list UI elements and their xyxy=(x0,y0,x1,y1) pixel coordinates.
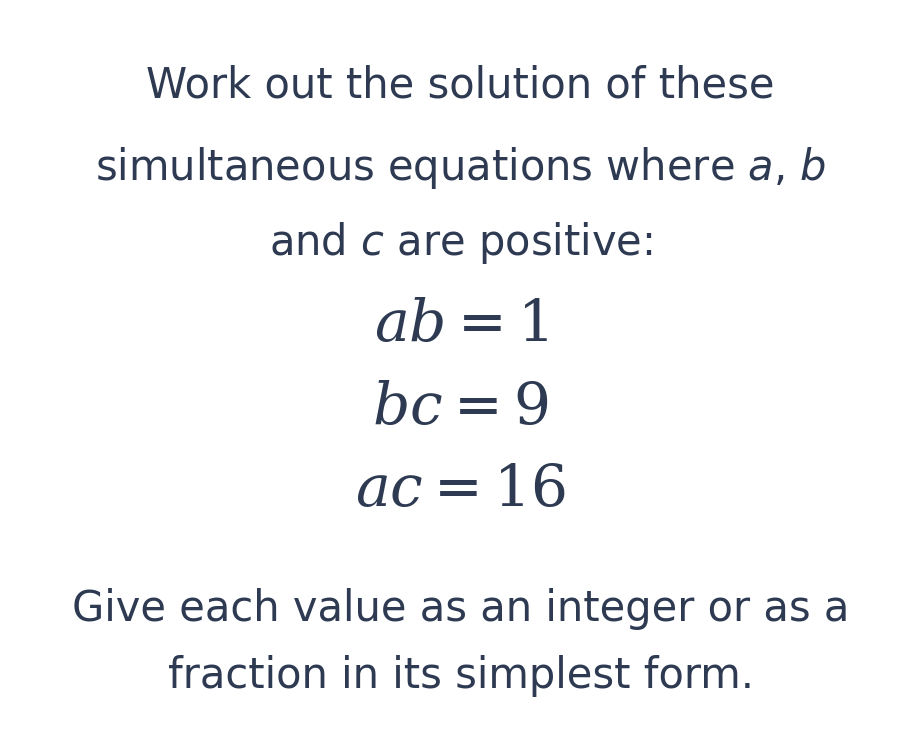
Text: $ab = 1$: $ab = 1$ xyxy=(374,297,547,353)
Text: Give each value as an integer or as a: Give each value as an integer or as a xyxy=(72,588,849,630)
Text: $bc = 9$: $bc = 9$ xyxy=(372,379,549,436)
Text: $ac = 16$: $ac = 16$ xyxy=(355,461,566,518)
Text: fraction in its simplest form.: fraction in its simplest form. xyxy=(168,655,753,697)
Text: Work out the solution of these: Work out the solution of these xyxy=(146,65,775,107)
Text: simultaneous equations where $a$, $b$: simultaneous equations where $a$, $b$ xyxy=(95,145,826,191)
Text: and $c$ are positive:: and $c$ are positive: xyxy=(269,220,652,266)
